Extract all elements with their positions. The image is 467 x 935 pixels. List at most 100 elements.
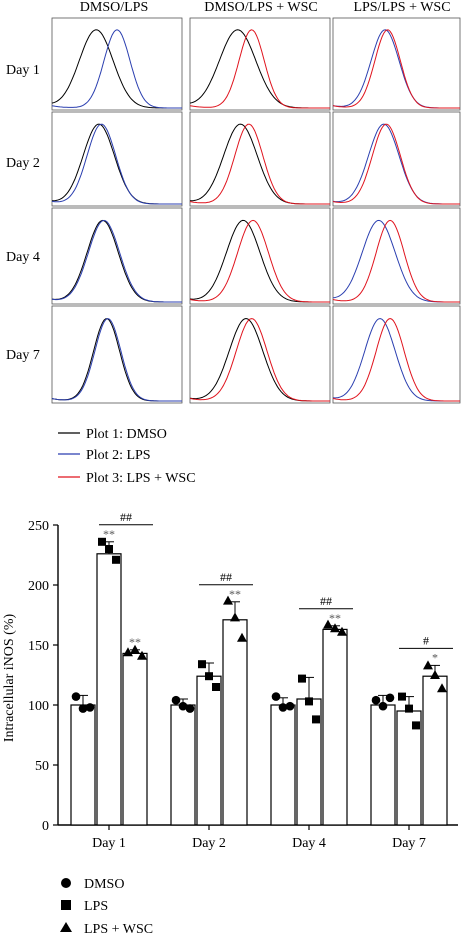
bracket-label: ## — [120, 510, 132, 524]
data-point — [323, 619, 333, 629]
histogram-curve — [52, 123, 182, 205]
histogram-panel — [332, 111, 461, 207]
column-header-1: DMSO/LPS — [80, 0, 148, 15]
bar — [170, 704, 196, 826]
data-point — [423, 660, 433, 670]
bar — [70, 704, 96, 826]
data-point — [285, 701, 295, 711]
histogram-panel — [332, 17, 461, 111]
row-label-day-1: Day 1 — [6, 63, 40, 78]
x-tick-label: Day 2 — [192, 836, 226, 851]
bar — [370, 704, 396, 826]
data-point — [312, 715, 320, 724]
data-point — [412, 721, 420, 730]
x-tick-label: Day 7 — [392, 836, 426, 851]
histogram-panel — [51, 305, 183, 404]
bar — [196, 675, 222, 826]
data-point — [198, 660, 206, 669]
histogram-curve — [332, 29, 460, 109]
histogram-panel — [51, 17, 183, 111]
bracket-label: ## — [320, 594, 332, 608]
significance-star: * — [432, 650, 438, 664]
histogram-curve — [51, 29, 182, 109]
y-ticks: 0 50 100 150 200 250 — [28, 519, 58, 834]
data-point — [78, 704, 88, 713]
bar — [222, 619, 248, 826]
significance-star: ** — [229, 587, 241, 601]
legend-label-lps: Plot 2: LPS — [86, 448, 151, 463]
histogram-panel — [332, 207, 461, 305]
x-tick-label: Day 4 — [292, 836, 326, 851]
histogram-curve — [189, 29, 330, 109]
x-tick-label: Day 1 — [92, 836, 126, 851]
bar — [422, 675, 448, 826]
data-point — [85, 703, 95, 712]
y-tick-label: 150 — [28, 639, 49, 654]
data-point — [137, 650, 147, 660]
histogram-curve — [332, 29, 460, 109]
row-label-day-2: Day 2 — [6, 156, 40, 171]
histogram-curve — [332, 219, 460, 303]
histogram-panel — [51, 111, 183, 207]
data-point — [185, 704, 195, 713]
data-point — [230, 612, 240, 622]
histogram-curve — [51, 318, 182, 402]
histogram-curve — [189, 318, 330, 402]
histogram-curve — [332, 318, 460, 402]
data-point — [171, 695, 181, 705]
histogram-panel — [189, 111, 331, 207]
histogram-curve — [51, 29, 182, 109]
row-label-day-7: Day 7 — [6, 348, 40, 363]
data-point — [271, 692, 281, 701]
data-point — [385, 693, 395, 703]
data-point — [305, 697, 313, 706]
significance-star: ** — [329, 611, 341, 625]
bar — [322, 628, 348, 826]
legend-marker-triangle — [60, 922, 72, 932]
y-axis-label: Intracellular iNOS (%) — [2, 614, 17, 743]
bracket-label: # — [423, 633, 429, 647]
histogram-panel — [189, 207, 331, 305]
data-point — [105, 545, 113, 553]
column-header-2: DMSO/LPS + WSC — [204, 0, 317, 15]
data-point — [98, 537, 106, 546]
histogram-grid — [51, 17, 461, 404]
significance-star: ** — [129, 635, 141, 649]
significance-star: ** — [103, 527, 115, 541]
data-point — [378, 701, 388, 711]
bar-chart: Intracellular iNOS (%) 0 50 100 150 200 250 D… — [2, 510, 458, 851]
histogram-panel — [51, 207, 183, 305]
data-point — [337, 626, 347, 636]
histogram-curve — [189, 29, 330, 109]
data-point — [298, 674, 306, 683]
legend-label-lps-series: LPS — [84, 899, 108, 914]
y-tick-label: 250 — [28, 519, 49, 534]
data-point — [205, 672, 213, 681]
data-point — [398, 692, 406, 701]
column-header-3: LPS/LPS + WSC — [353, 0, 450, 15]
histogram-curve — [332, 123, 460, 205]
data-point — [123, 647, 133, 657]
data-point — [278, 703, 288, 712]
bracket-label: ## — [220, 570, 232, 584]
data-point — [330, 623, 340, 633]
data-point — [430, 670, 440, 679]
histogram-curve — [332, 123, 460, 205]
legend-label-dmso: Plot 1: DMSO — [86, 427, 167, 442]
data-point — [405, 704, 413, 713]
histogram-curve — [51, 318, 182, 402]
legend-label-lps-wsc-series: LPS + WSC — [84, 922, 153, 935]
histogram-curve — [332, 219, 460, 303]
data-point — [71, 692, 81, 701]
significance-brackets: ####### — [99, 510, 453, 649]
histogram-curve — [51, 219, 182, 303]
histogram-panel — [189, 305, 331, 404]
histogram-curve — [51, 219, 182, 303]
histogram-panel — [189, 17, 331, 111]
y-tick-label: 0 — [42, 819, 49, 834]
data-point — [371, 695, 381, 705]
histogram-curve — [190, 123, 330, 205]
legend-label-lps-wsc: Plot 3: LPS + WSC — [86, 471, 196, 486]
histogram-legend: Plot 1: DMSO Plot 2: LPS Plot 3: LPS + W… — [58, 427, 196, 486]
